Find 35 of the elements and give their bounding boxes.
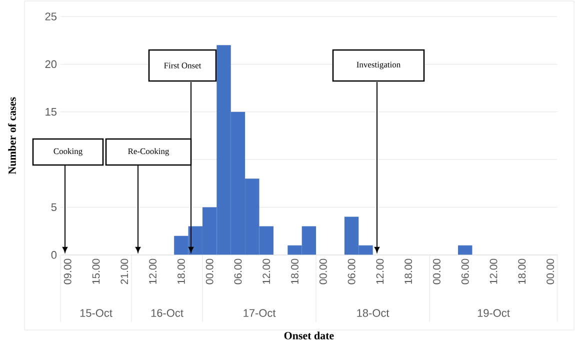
text: 17-Oct [244,309,276,317]
y-axis-title: Number of cases [8,97,16,174]
x-axis-title: Onset date [284,332,334,340]
x-tick-label: 00.00 [206,258,214,284]
annotation: First Onset [164,62,202,68]
annotation: Re-Cooking [128,148,170,156]
x-tick-label: 12.00 [149,258,156,284]
x-tick-label: 18.00 [291,258,298,284]
x-tick-label: 06.00 [348,258,356,284]
y-tick-label: 0 [51,251,57,259]
y-tick-label: 25 [45,12,57,20]
x-tick-label: 00.00 [433,258,440,284]
text: 18-Oct [357,309,390,317]
text: 19-Oct [478,309,510,317]
bar [458,245,472,255]
x-tick-label: 12.00 [262,258,270,284]
x-tick-label: 12.00 [376,258,384,284]
annotation: Investigation [356,62,400,70]
text: 15-Oct [80,309,112,317]
x-tick-label: 15.00 [92,258,100,284]
y-tick-label: 20 [45,60,57,68]
x-tick-label: 18.00 [404,258,412,284]
x-tick-label: 18.00 [518,258,526,284]
x-tick-label: 18.00 [177,258,185,284]
text: 16-Oct [151,309,184,317]
x-tick-label: 00.00 [546,258,554,284]
x-tick-label: 00.00 [319,258,327,284]
x-tick-label: 09.00 [64,258,72,284]
x-tick-label: 12.00 [490,258,498,284]
x-tick-label: 06.00 [461,258,469,284]
annotation: Cooking [54,148,82,156]
x-tick-label: 06.00 [234,258,242,284]
y-tick-label: 5 [51,203,57,212]
x-tick-label: 21.00 [120,258,128,284]
y-tick-label: 15 [46,108,57,116]
